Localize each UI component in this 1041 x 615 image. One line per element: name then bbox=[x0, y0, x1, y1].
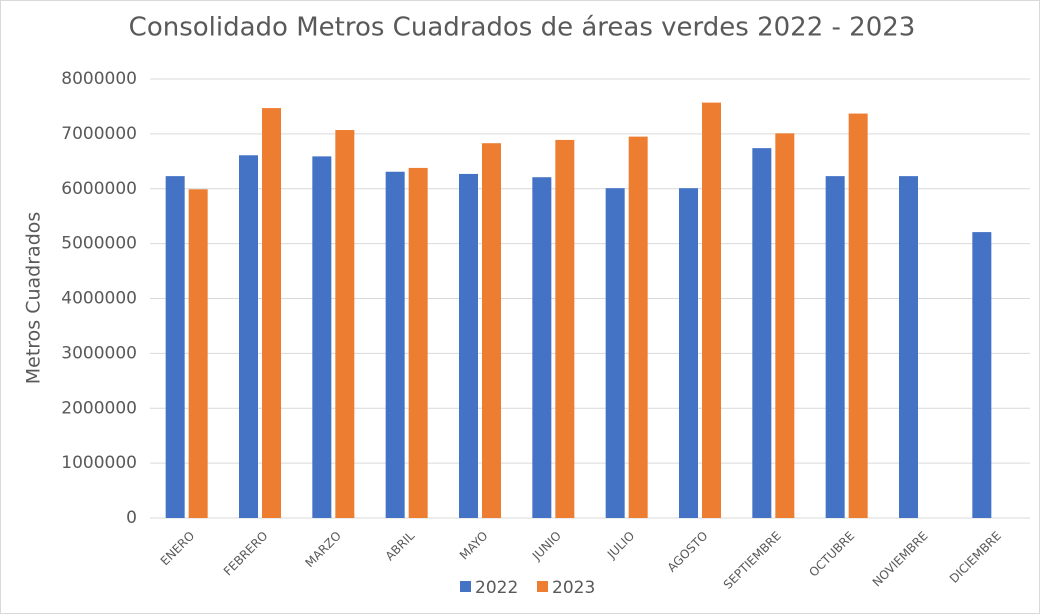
bar bbox=[752, 148, 772, 518]
bar bbox=[239, 155, 258, 518]
y-tick-label: 1000000 bbox=[61, 453, 137, 473]
legend-swatch bbox=[537, 581, 548, 592]
y-tick-label: 3000000 bbox=[61, 343, 137, 363]
y-tick-label: 6000000 bbox=[61, 179, 137, 199]
y-tick-label: 8000000 bbox=[61, 69, 137, 89]
bar bbox=[679, 188, 698, 519]
y-tick-label: 2000000 bbox=[61, 398, 137, 418]
bar bbox=[385, 171, 405, 518]
bar bbox=[532, 177, 552, 518]
bar bbox=[482, 143, 501, 519]
bar bbox=[262, 108, 281, 519]
bar bbox=[702, 102, 721, 518]
y-tick-label: 0 bbox=[126, 508, 137, 528]
y-tick-label: 7000000 bbox=[61, 124, 137, 144]
bar bbox=[335, 130, 355, 518]
bar bbox=[605, 188, 625, 519]
y-axis-label: Metros Cuadrados bbox=[23, 212, 45, 385]
y-tick-label: 5000000 bbox=[61, 234, 137, 254]
y-tick-label: 4000000 bbox=[61, 289, 137, 309]
bar bbox=[165, 176, 185, 518]
bar bbox=[312, 156, 332, 518]
bar bbox=[848, 113, 868, 518]
legend-label: 2023 bbox=[552, 578, 595, 598]
bar bbox=[825, 176, 845, 518]
bar bbox=[628, 136, 648, 518]
bar bbox=[459, 173, 478, 518]
bar bbox=[899, 176, 918, 518]
chart-title: Consolidado Metros Cuadrados de áreas ve… bbox=[129, 13, 916, 43]
bar bbox=[972, 232, 992, 518]
bar bbox=[188, 189, 208, 518]
legend-swatch bbox=[460, 581, 471, 592]
bar bbox=[775, 133, 795, 519]
bar bbox=[408, 167, 428, 518]
bar bbox=[555, 139, 575, 518]
legend-label: 2022 bbox=[475, 578, 518, 598]
